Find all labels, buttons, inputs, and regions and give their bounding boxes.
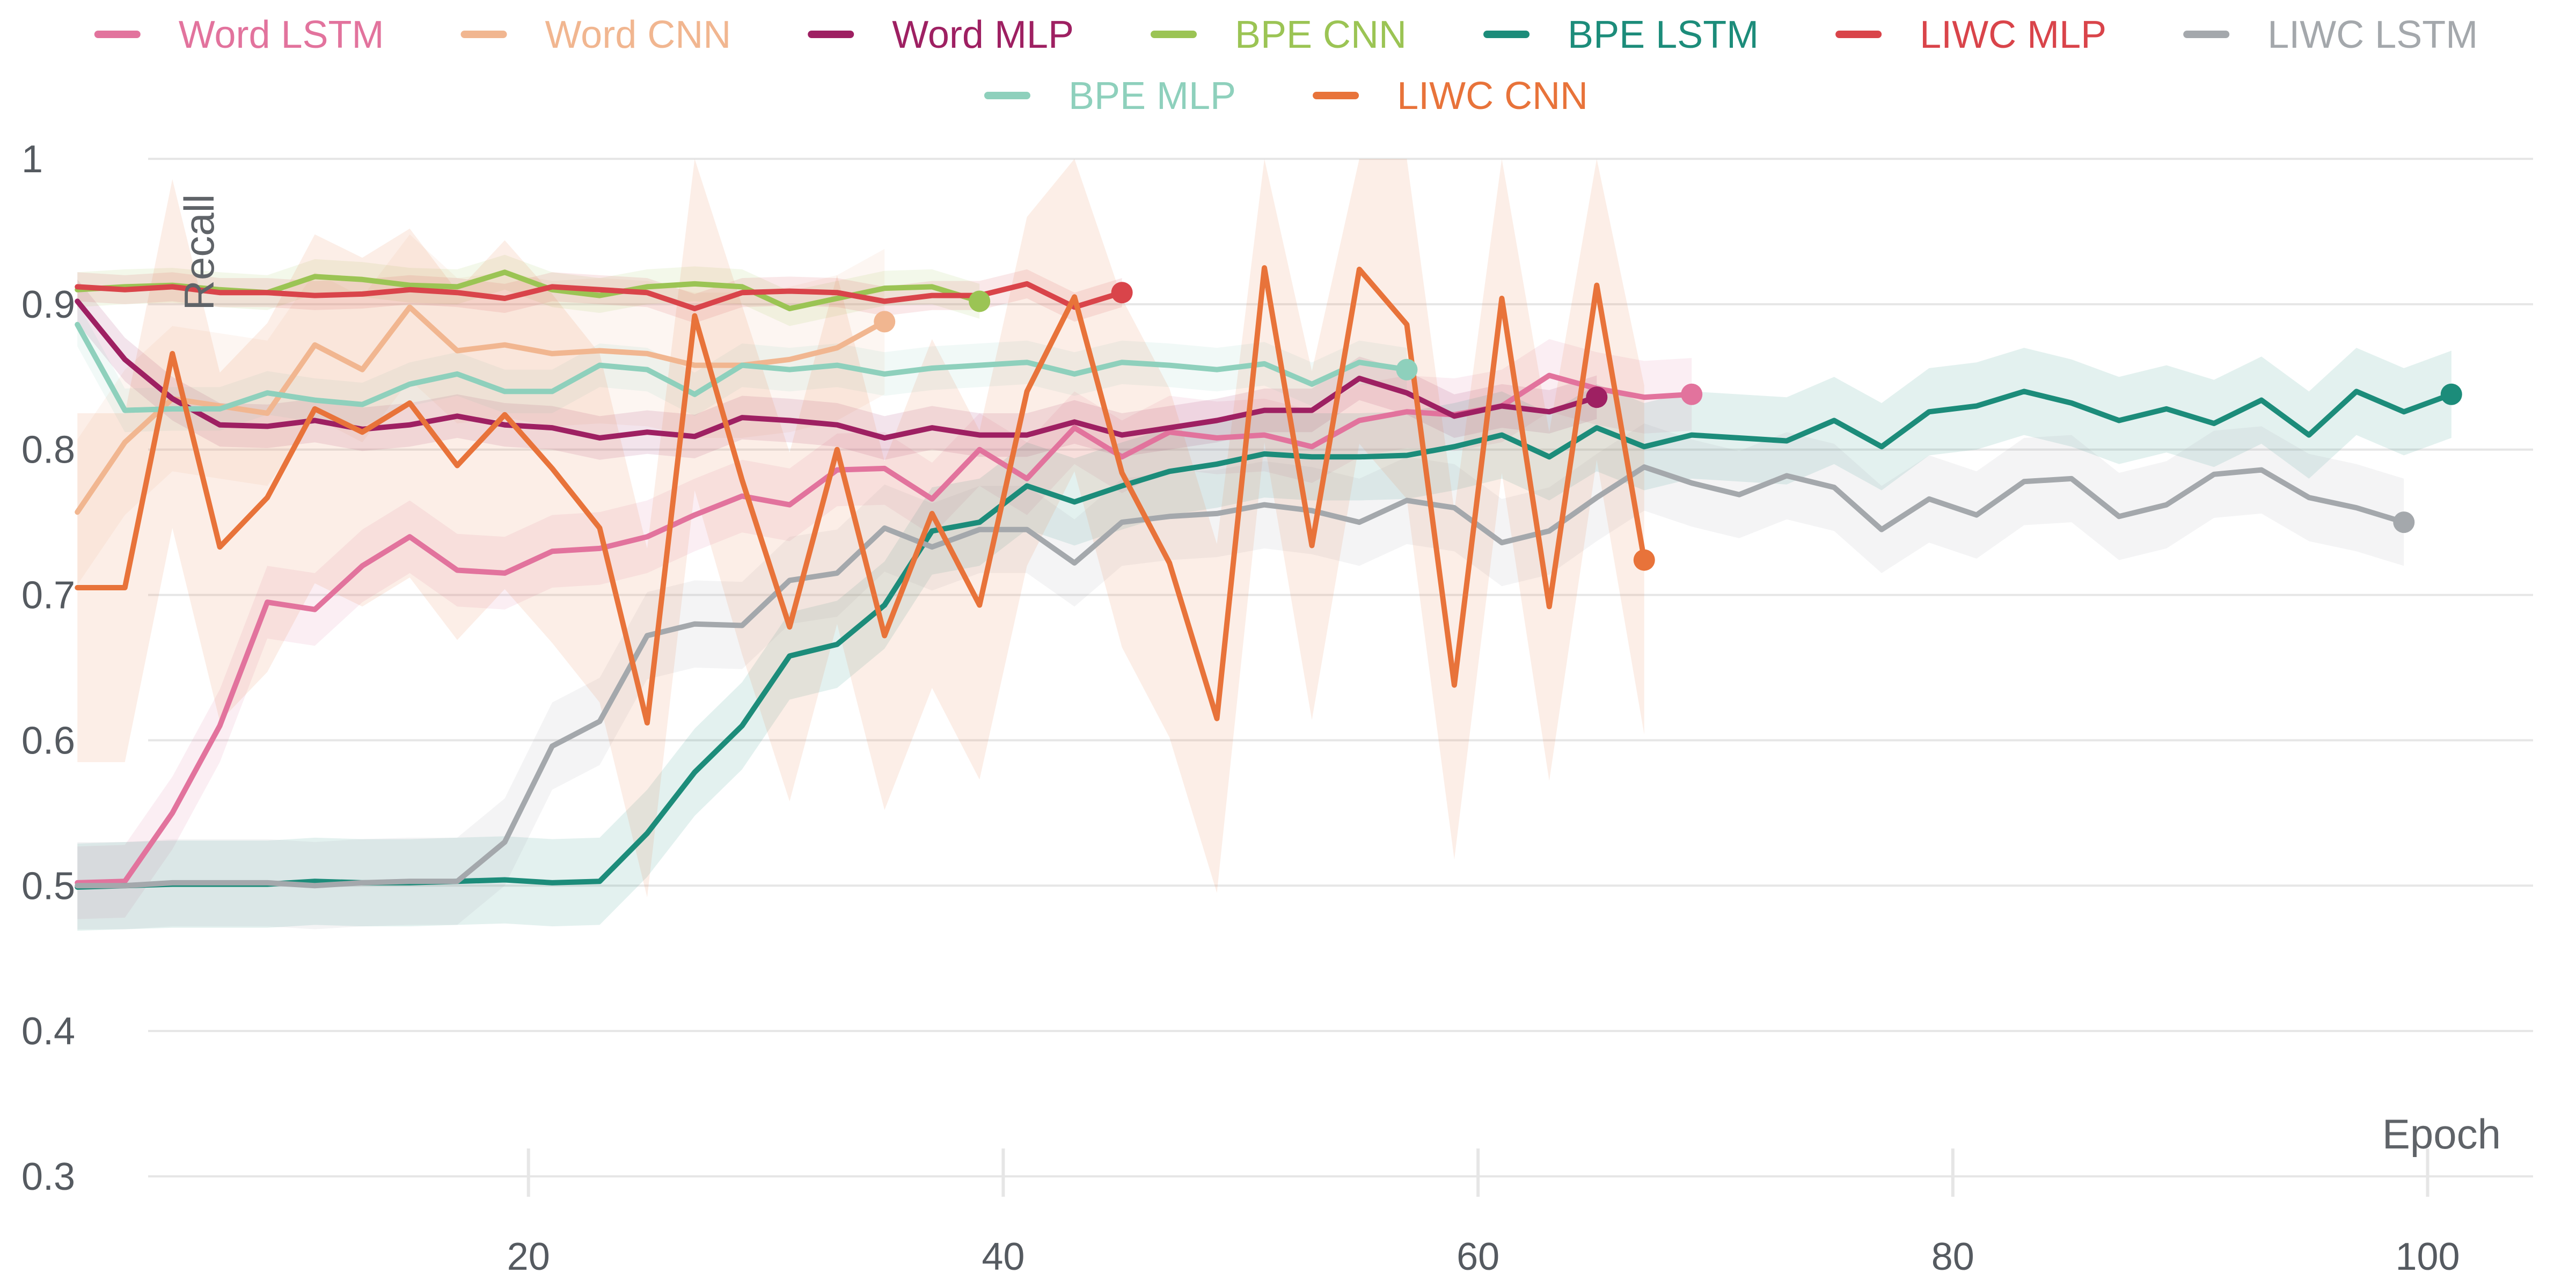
legend-item-bpe-cnn[interactable]: BPE CNN <box>1150 13 1407 56</box>
legend-label: BPE LSTM <box>1568 13 1759 56</box>
x-tick-label: 100 <box>2395 1235 2460 1278</box>
axis-ticks: 0.3 0.4 0.5 0.6 0.7 0.8 0.9 1 20 40 60 80 100 <box>21 138 2460 1278</box>
legend-item-liwc-lstm[interactable]: LIWC LSTM <box>2183 13 2478 56</box>
x-tick-label: 80 <box>1931 1235 1974 1278</box>
legend: Word LSTM Word CNN Word MLP BPE CNN BPE LSTM… <box>94 13 2478 118</box>
word-cnn-band <box>77 234 885 585</box>
y-tick-label: 0.5 <box>21 865 75 908</box>
liwc-cnn-end-point <box>1633 549 1655 571</box>
legend-item-liwc-cnn[interactable]: LIWC CNN <box>1313 75 1588 118</box>
word-mlp-line <box>75 298 1600 441</box>
x-tick-label: 20 <box>507 1235 550 1278</box>
error-bands <box>77 159 2451 931</box>
word-cnn-end-point <box>874 311 896 333</box>
word-mlp-end-point <box>1586 386 1608 408</box>
liwc-lstm-band <box>77 423 2404 930</box>
legend-label: Word MLP <box>892 13 1074 56</box>
y-tick-label: 0.7 <box>21 574 75 617</box>
word-lstm-end-point <box>1681 383 1703 405</box>
liwc-lstm-end-point <box>2393 511 2415 533</box>
x-tick-label: 60 <box>1457 1235 1499 1278</box>
bpe-mlp-end-point <box>1396 358 1418 380</box>
legend-label: LIWC CNN <box>1397 75 1588 118</box>
legend-item-bpe-lstm[interactable]: BPE LSTM <box>1483 13 1759 56</box>
legend-item-word-mlp[interactable]: Word MLP <box>808 13 1074 56</box>
y-tick-label: 0.3 <box>21 1155 75 1198</box>
bpe-lstm-end-point <box>2440 383 2462 405</box>
legend-label: BPE CNN <box>1235 13 1407 56</box>
y-axis-label: Recall <box>175 194 223 311</box>
liwc-mlp-line <box>75 281 1125 311</box>
bpe-lstm-line <box>75 389 2454 890</box>
bpe-cnn-end-point <box>969 290 991 312</box>
y-tick-label: 1 <box>21 138 43 181</box>
word-lstm-line <box>75 372 1695 885</box>
liwc-cnn-band <box>77 159 1644 897</box>
y-tick-label: 0.8 <box>21 429 75 472</box>
legend-item-word-lstm[interactable]: Word LSTM <box>94 13 384 56</box>
legend-item-bpe-mlp[interactable]: BPE MLP <box>984 75 1236 118</box>
legend-label: LIWC LSTM <box>2267 13 2478 56</box>
legend-label: LIWC MLP <box>1920 13 2106 56</box>
x-axis-label: Epoch <box>2382 1110 2501 1158</box>
y-tick-label: 0.9 <box>21 283 75 326</box>
legend-item-word-cnn[interactable]: Word CNN <box>460 13 731 56</box>
legend-label: Word LSTM <box>179 13 384 56</box>
legend-label: Word CNN <box>545 13 731 56</box>
liwc-cnn-line <box>75 265 1647 726</box>
bpe-lstm-band <box>77 348 2451 931</box>
liwc-mlp-end-point <box>1111 282 1133 304</box>
grid <box>148 158 2533 1197</box>
legend-item-liwc-mlp[interactable]: LIWC MLP <box>1835 13 2106 56</box>
y-tick-label: 0.6 <box>21 719 75 762</box>
word-lstm-band <box>77 339 1692 919</box>
legend-label: BPE MLP <box>1069 75 1236 118</box>
bpe-mlp-line <box>75 321 1410 413</box>
end-markers <box>874 282 2462 571</box>
x-tick-label: 40 <box>982 1235 1024 1278</box>
series-lines <box>75 265 2454 890</box>
y-tick-label: 0.4 <box>21 1010 75 1053</box>
